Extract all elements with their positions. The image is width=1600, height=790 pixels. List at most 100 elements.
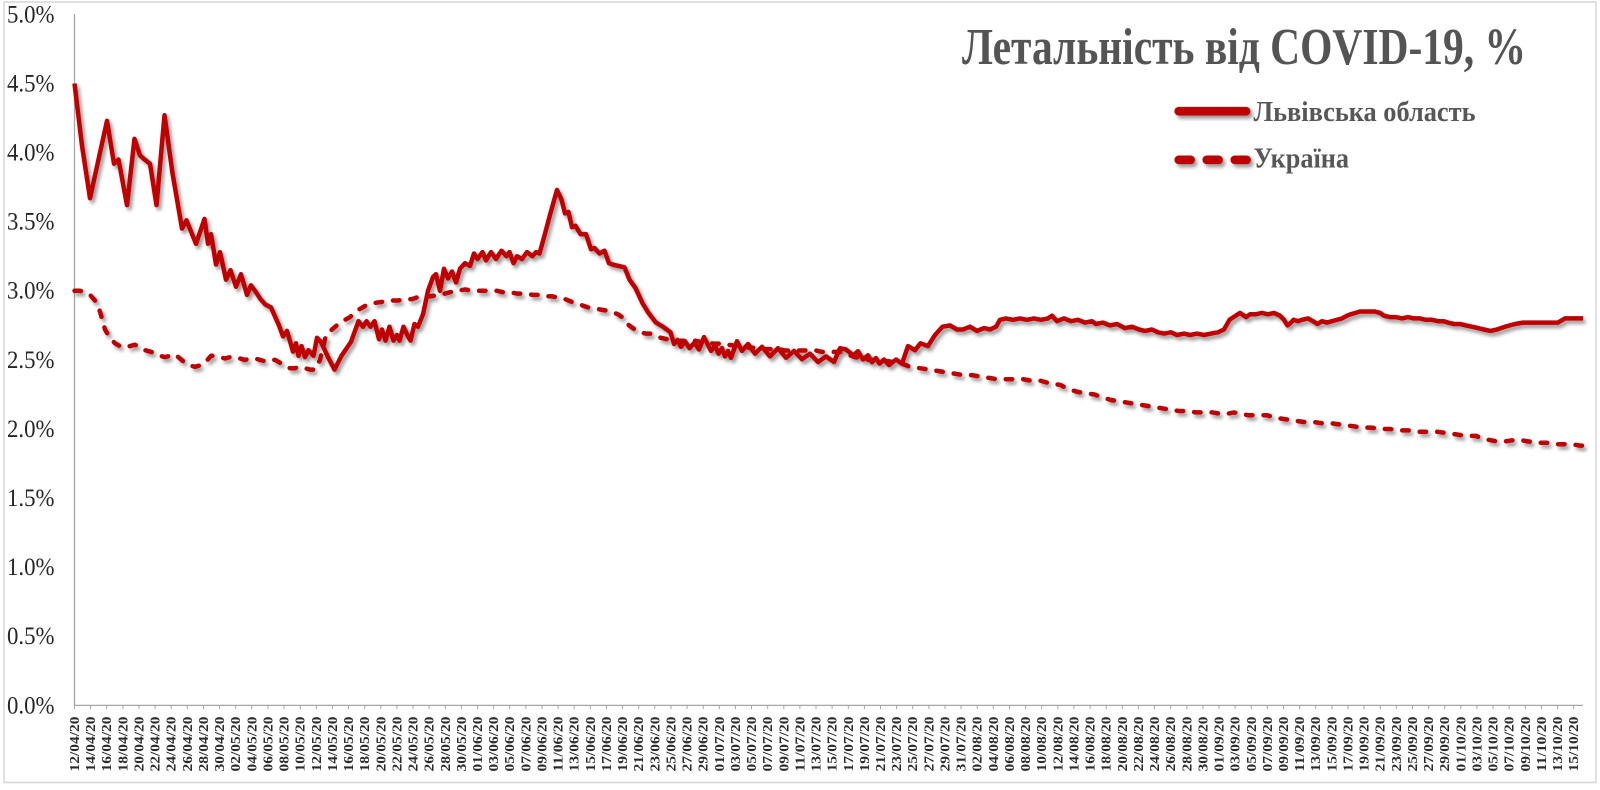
svg-text:03/10/20: 03/10/20 — [1469, 716, 1484, 771]
svg-text:24/08/20: 24/08/20 — [1147, 716, 1162, 771]
svg-text:03/07/20: 03/07/20 — [728, 716, 743, 771]
svg-text:01/06/20: 01/06/20 — [470, 716, 485, 771]
svg-text:15/07/20: 15/07/20 — [825, 716, 840, 771]
svg-text:0.0%: 0.0% — [7, 692, 55, 719]
svg-text:20/05/20: 20/05/20 — [373, 716, 388, 771]
svg-text:09/10/20: 09/10/20 — [1518, 716, 1533, 771]
svg-text:31/07/20: 31/07/20 — [954, 716, 969, 771]
svg-text:10/05/20: 10/05/20 — [293, 716, 308, 771]
svg-text:16/04/20: 16/04/20 — [99, 716, 114, 771]
svg-text:Летальність від COVID-19, %: Летальність від COVID-19, % — [962, 19, 1526, 76]
svg-text:07/10/20: 07/10/20 — [1502, 716, 1517, 771]
svg-text:09/07/20: 09/07/20 — [776, 716, 791, 771]
svg-text:01/10/20: 01/10/20 — [1453, 716, 1468, 771]
svg-text:19/07/20: 19/07/20 — [857, 716, 872, 771]
svg-text:30/05/20: 30/05/20 — [454, 716, 469, 771]
svg-text:17/07/20: 17/07/20 — [841, 716, 856, 771]
svg-text:17/09/20: 17/09/20 — [1341, 716, 1356, 771]
svg-text:0.5%: 0.5% — [7, 623, 55, 650]
svg-text:30/08/20: 30/08/20 — [1195, 716, 1210, 771]
svg-text:15/10/20: 15/10/20 — [1566, 716, 1581, 771]
svg-text:2.5%: 2.5% — [7, 347, 55, 374]
svg-text:22/05/20: 22/05/20 — [389, 716, 404, 771]
svg-text:21/06/20: 21/06/20 — [631, 716, 646, 771]
svg-text:12/05/20: 12/05/20 — [309, 716, 324, 771]
svg-text:09/06/20: 09/06/20 — [535, 716, 550, 771]
svg-text:4.5%: 4.5% — [7, 70, 55, 97]
svg-text:27/07/20: 27/07/20 — [921, 716, 936, 771]
svg-text:2.0%: 2.0% — [7, 416, 55, 443]
svg-text:26/04/20: 26/04/20 — [180, 716, 195, 771]
svg-text:11/06/20: 11/06/20 — [551, 716, 566, 771]
svg-text:1.5%: 1.5% — [7, 485, 55, 512]
svg-text:03/09/20: 03/09/20 — [1228, 716, 1243, 771]
svg-text:11/09/20: 11/09/20 — [1292, 716, 1307, 771]
svg-text:27/06/20: 27/06/20 — [680, 716, 695, 771]
svg-text:08/05/20: 08/05/20 — [277, 716, 292, 771]
svg-text:12/04/20: 12/04/20 — [67, 716, 82, 771]
svg-text:11/10/20: 11/10/20 — [1534, 716, 1549, 771]
svg-text:13/07/20: 13/07/20 — [809, 716, 824, 771]
svg-text:01/07/20: 01/07/20 — [712, 716, 727, 771]
svg-text:15/06/20: 15/06/20 — [583, 716, 598, 771]
svg-text:06/08/20: 06/08/20 — [1002, 716, 1017, 771]
svg-text:29/06/20: 29/06/20 — [696, 716, 711, 771]
svg-text:23/07/20: 23/07/20 — [889, 716, 904, 771]
svg-text:3.0%: 3.0% — [7, 278, 55, 305]
svg-text:Львівська область: Львівська область — [1254, 97, 1476, 128]
svg-text:14/05/20: 14/05/20 — [325, 716, 340, 771]
svg-text:16/08/20: 16/08/20 — [1083, 716, 1098, 771]
svg-text:29/07/20: 29/07/20 — [938, 716, 953, 771]
svg-text:02/08/20: 02/08/20 — [970, 716, 985, 771]
svg-text:28/08/20: 28/08/20 — [1179, 716, 1194, 771]
svg-text:15/09/20: 15/09/20 — [1324, 716, 1339, 771]
svg-text:25/09/20: 25/09/20 — [1405, 716, 1420, 771]
svg-text:4.0%: 4.0% — [7, 140, 55, 167]
svg-text:20/08/20: 20/08/20 — [1115, 716, 1130, 771]
svg-text:10/08/20: 10/08/20 — [1034, 716, 1049, 771]
svg-text:06/05/20: 06/05/20 — [260, 716, 275, 771]
svg-text:23/09/20: 23/09/20 — [1389, 716, 1404, 771]
svg-text:29/09/20: 29/09/20 — [1437, 716, 1452, 771]
svg-text:13/10/20: 13/10/20 — [1550, 716, 1565, 771]
svg-text:13/06/20: 13/06/20 — [567, 716, 582, 771]
svg-text:Україна: Україна — [1254, 144, 1350, 175]
svg-text:05/10/20: 05/10/20 — [1486, 716, 1501, 771]
svg-text:5.0%: 5.0% — [7, 1, 55, 28]
svg-text:28/04/20: 28/04/20 — [196, 716, 211, 771]
svg-text:24/04/20: 24/04/20 — [164, 716, 179, 771]
svg-text:21/09/20: 21/09/20 — [1373, 716, 1388, 771]
svg-text:05/06/20: 05/06/20 — [502, 716, 517, 771]
svg-text:19/06/20: 19/06/20 — [615, 716, 630, 771]
svg-text:16/05/20: 16/05/20 — [341, 716, 356, 771]
svg-text:05/07/20: 05/07/20 — [744, 716, 759, 771]
svg-text:07/07/20: 07/07/20 — [760, 716, 775, 771]
svg-text:28/05/20: 28/05/20 — [438, 716, 453, 771]
svg-text:03/06/20: 03/06/20 — [486, 716, 501, 771]
svg-text:07/09/20: 07/09/20 — [1260, 716, 1275, 771]
svg-text:13/09/20: 13/09/20 — [1308, 716, 1323, 771]
svg-text:22/08/20: 22/08/20 — [1131, 716, 1146, 771]
svg-text:09/09/20: 09/09/20 — [1276, 716, 1291, 771]
svg-text:18/04/20: 18/04/20 — [115, 716, 130, 771]
svg-text:19/09/20: 19/09/20 — [1357, 716, 1372, 771]
svg-text:24/05/20: 24/05/20 — [406, 716, 421, 771]
svg-text:18/08/20: 18/08/20 — [1099, 716, 1114, 771]
svg-text:07/06/20: 07/06/20 — [518, 716, 533, 771]
svg-text:26/08/20: 26/08/20 — [1163, 716, 1178, 771]
svg-text:26/05/20: 26/05/20 — [422, 716, 437, 771]
svg-text:12/08/20: 12/08/20 — [1050, 716, 1065, 771]
svg-text:17/06/20: 17/06/20 — [599, 716, 614, 771]
svg-text:04/05/20: 04/05/20 — [244, 716, 259, 771]
svg-text:21/07/20: 21/07/20 — [873, 716, 888, 771]
svg-text:23/06/20: 23/06/20 — [647, 716, 662, 771]
svg-text:14/08/20: 14/08/20 — [1066, 716, 1081, 771]
svg-text:01/09/20: 01/09/20 — [1212, 716, 1227, 771]
svg-text:20/04/20: 20/04/20 — [132, 716, 147, 771]
svg-text:18/05/20: 18/05/20 — [357, 716, 372, 771]
svg-text:25/07/20: 25/07/20 — [905, 716, 920, 771]
svg-text:02/05/20: 02/05/20 — [228, 716, 243, 771]
svg-text:1.0%: 1.0% — [7, 554, 55, 581]
svg-text:14/04/20: 14/04/20 — [83, 716, 98, 771]
svg-text:25/06/20: 25/06/20 — [663, 716, 678, 771]
